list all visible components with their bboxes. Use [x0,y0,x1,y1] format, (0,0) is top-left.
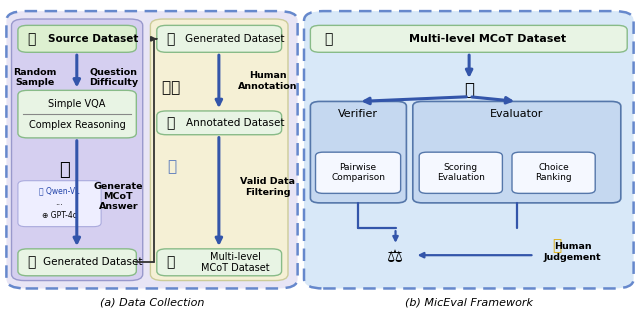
Text: ⊕ GPT-4o: ⊕ GPT-4o [42,211,77,220]
FancyBboxPatch shape [157,111,282,135]
Text: Source Dataset: Source Dataset [48,34,138,44]
FancyBboxPatch shape [310,101,406,203]
Text: Generate
MCoT
Answer: Generate MCoT Answer [93,182,143,211]
Text: Evaluator: Evaluator [490,109,543,119]
Text: 🤖: 🤖 [324,32,333,46]
Text: Random
Sample: Random Sample [13,68,57,87]
Text: 📁: 📁 [166,116,175,130]
Text: 📁: 📁 [27,255,36,269]
FancyBboxPatch shape [413,101,621,203]
Text: Generated Dataset: Generated Dataset [44,257,143,267]
Text: (a) Data Collection: (a) Data Collection [100,298,204,308]
Text: 🤖: 🤖 [59,161,69,178]
Text: 🔽: 🔽 [167,159,176,174]
FancyBboxPatch shape [6,11,298,288]
Text: (b) MicEval Framework: (b) MicEval Framework [404,298,532,308]
FancyBboxPatch shape [157,25,282,52]
FancyBboxPatch shape [419,152,502,193]
FancyBboxPatch shape [18,90,136,138]
Text: ...: ... [56,198,63,207]
Text: Scoring
Evaluation: Scoring Evaluation [437,163,484,183]
Text: Complex Reasoning: Complex Reasoning [29,120,125,130]
Text: 🧑‍💻: 🧑‍💻 [163,80,180,95]
Text: Question
Difficulty: Question Difficulty [90,68,138,87]
FancyBboxPatch shape [18,249,136,276]
Text: Human
Annotation: Human Annotation [238,71,297,91]
FancyBboxPatch shape [316,152,401,193]
Text: Multi-level
MCoT Dataset: Multi-level MCoT Dataset [201,251,269,273]
Text: 🌀 Qwen-VL: 🌀 Qwen-VL [39,186,80,195]
FancyBboxPatch shape [512,152,595,193]
FancyBboxPatch shape [18,25,136,52]
Text: ⚖️: ⚖️ [387,248,404,266]
Text: Multi-level MCoT Dataset: Multi-level MCoT Dataset [409,34,566,44]
Text: 🤖: 🤖 [464,81,474,99]
FancyBboxPatch shape [150,19,288,281]
FancyBboxPatch shape [310,25,627,52]
Text: Pairwise
Comparison: Pairwise Comparison [331,163,385,183]
Text: Generated Dataset: Generated Dataset [186,34,285,44]
Text: Human
Judgement: Human Judgement [544,242,602,262]
Text: 📂: 📂 [27,32,36,46]
Text: Choice
Ranking: Choice Ranking [535,163,572,183]
Text: Simple VQA: Simple VQA [49,99,106,109]
Text: 📁: 📁 [166,255,175,269]
FancyBboxPatch shape [12,19,143,281]
FancyBboxPatch shape [157,249,282,276]
FancyBboxPatch shape [18,181,101,227]
Text: 📁: 📁 [166,32,175,46]
Text: Annotated Dataset: Annotated Dataset [186,118,284,128]
Text: ❓: ❓ [552,238,561,253]
Text: Verifier: Verifier [339,109,378,119]
Text: Valid Data
Filtering: Valid Data Filtering [240,177,295,197]
FancyBboxPatch shape [304,11,634,288]
